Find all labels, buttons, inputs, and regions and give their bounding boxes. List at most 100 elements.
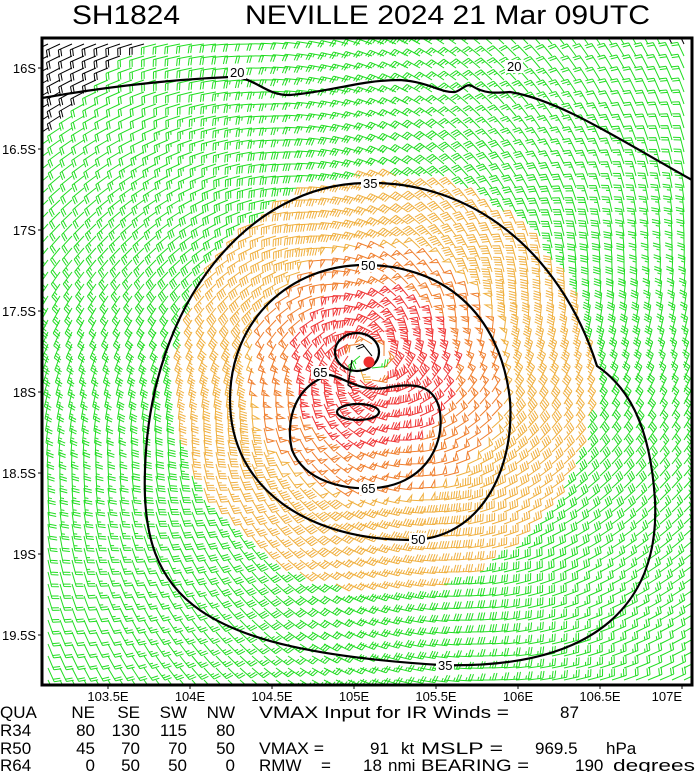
wind-barb [491, 474, 507, 489]
wind-barb [223, 115, 241, 126]
wind-barb [659, 507, 672, 525]
contour-label: 20 [230, 65, 244, 80]
wind-barb [107, 583, 121, 599]
wind-barb [191, 439, 201, 457]
wind-barb [359, 379, 378, 391]
wind-barb [289, 331, 301, 350]
wind-barb [587, 619, 603, 633]
wind-barb [593, 278, 602, 297]
wind-barb [366, 275, 385, 285]
wind-barb [500, 162, 517, 177]
wind-barb [449, 46, 469, 57]
wind-barb [131, 439, 139, 458]
wind-barb [193, 283, 205, 302]
wind-barb [208, 331, 218, 351]
wind-barb [203, 571, 220, 586]
wind-barb [463, 164, 481, 177]
wind-barb [560, 55, 577, 69]
wind-barb [547, 337, 558, 357]
wind-barb [551, 447, 564, 465]
wind-barb [239, 571, 257, 585]
wind-barb [560, 67, 577, 81]
wind-barb [271, 199, 289, 210]
wind-barb [251, 571, 269, 584]
wind-barb [258, 115, 277, 124]
wind-barb [563, 657, 580, 669]
wind-barb [421, 316, 433, 333]
wind-barb [107, 631, 123, 646]
wind-barb [647, 482, 660, 501]
wind-barb [200, 139, 217, 152]
wind-barb [523, 56, 541, 69]
wind-barb [323, 391, 337, 407]
wind-barb [131, 595, 146, 610]
wind-barb [297, 295, 313, 311]
wind-barb [515, 610, 532, 621]
wind-barb [235, 139, 253, 150]
wind-barb [419, 650, 439, 659]
wind-barb [414, 213, 433, 225]
wind-barb [450, 105, 469, 117]
wind-barb [71, 499, 81, 517]
wind-barb [527, 510, 543, 525]
wind-barb [377, 132, 397, 142]
wind-barb [419, 401, 435, 417]
wind-barb [138, 355, 147, 375]
wind-barb [574, 373, 584, 393]
wind-barb [46, 79, 61, 95]
wind-barb [270, 66, 289, 75]
wind-barb [660, 136, 673, 153]
wind-barb [515, 659, 533, 669]
wind-barb [236, 379, 246, 399]
wind-barb [257, 355, 267, 374]
wind-barb [551, 633, 568, 645]
wind-barb [437, 82, 457, 93]
wind-barb [504, 244, 517, 261]
wind-barb [634, 66, 649, 81]
wind-barb [544, 278, 553, 297]
wind-barb [659, 421, 669, 441]
wind-barb [395, 579, 415, 588]
wind-barb [143, 211, 157, 228]
wind-barb [306, 223, 325, 231]
wind-barb [94, 427, 102, 447]
wind-barb [589, 208, 601, 225]
wind-barb [659, 89, 673, 105]
wind-barb [479, 611, 497, 621]
wind-barb [308, 259, 325, 271]
wind-barb [419, 638, 439, 647]
wind-barb [498, 44, 517, 57]
wind-barb [165, 103, 181, 116]
wind-barb [215, 439, 226, 457]
wind-barb [176, 103, 193, 116]
wind-barb [548, 349, 558, 369]
wind-barb [659, 482, 672, 501]
wind-barb [72, 211, 85, 229]
wind-barb [623, 667, 639, 681]
lon-tick-label: 104E [175, 689, 206, 704]
wind-barb [514, 197, 529, 213]
wind-barb [443, 425, 459, 441]
wind-barb [93, 55, 109, 69]
wind-barb [323, 511, 343, 522]
wind-barb [512, 139, 529, 153]
wind-barb [515, 209, 529, 225]
wind-barb [611, 409, 621, 429]
wind-barb [599, 508, 613, 525]
wind-barb [443, 650, 462, 658]
wind-barb [332, 319, 349, 331]
wind-barb [478, 222, 493, 237]
wind-barb [119, 439, 127, 458]
wind-barb [130, 427, 139, 446]
wind-barb [189, 175, 205, 189]
wind-barb [407, 578, 427, 587]
wind-barb [450, 70, 469, 81]
wind-barb [459, 316, 470, 333]
wind-barb [286, 295, 301, 312]
wind-barb [681, 325, 689, 345]
wind-barb [662, 183, 673, 201]
wind-barb [610, 101, 625, 117]
wind-barb [311, 331, 325, 349]
wind-barb [167, 667, 185, 681]
wind-barb [371, 652, 391, 662]
